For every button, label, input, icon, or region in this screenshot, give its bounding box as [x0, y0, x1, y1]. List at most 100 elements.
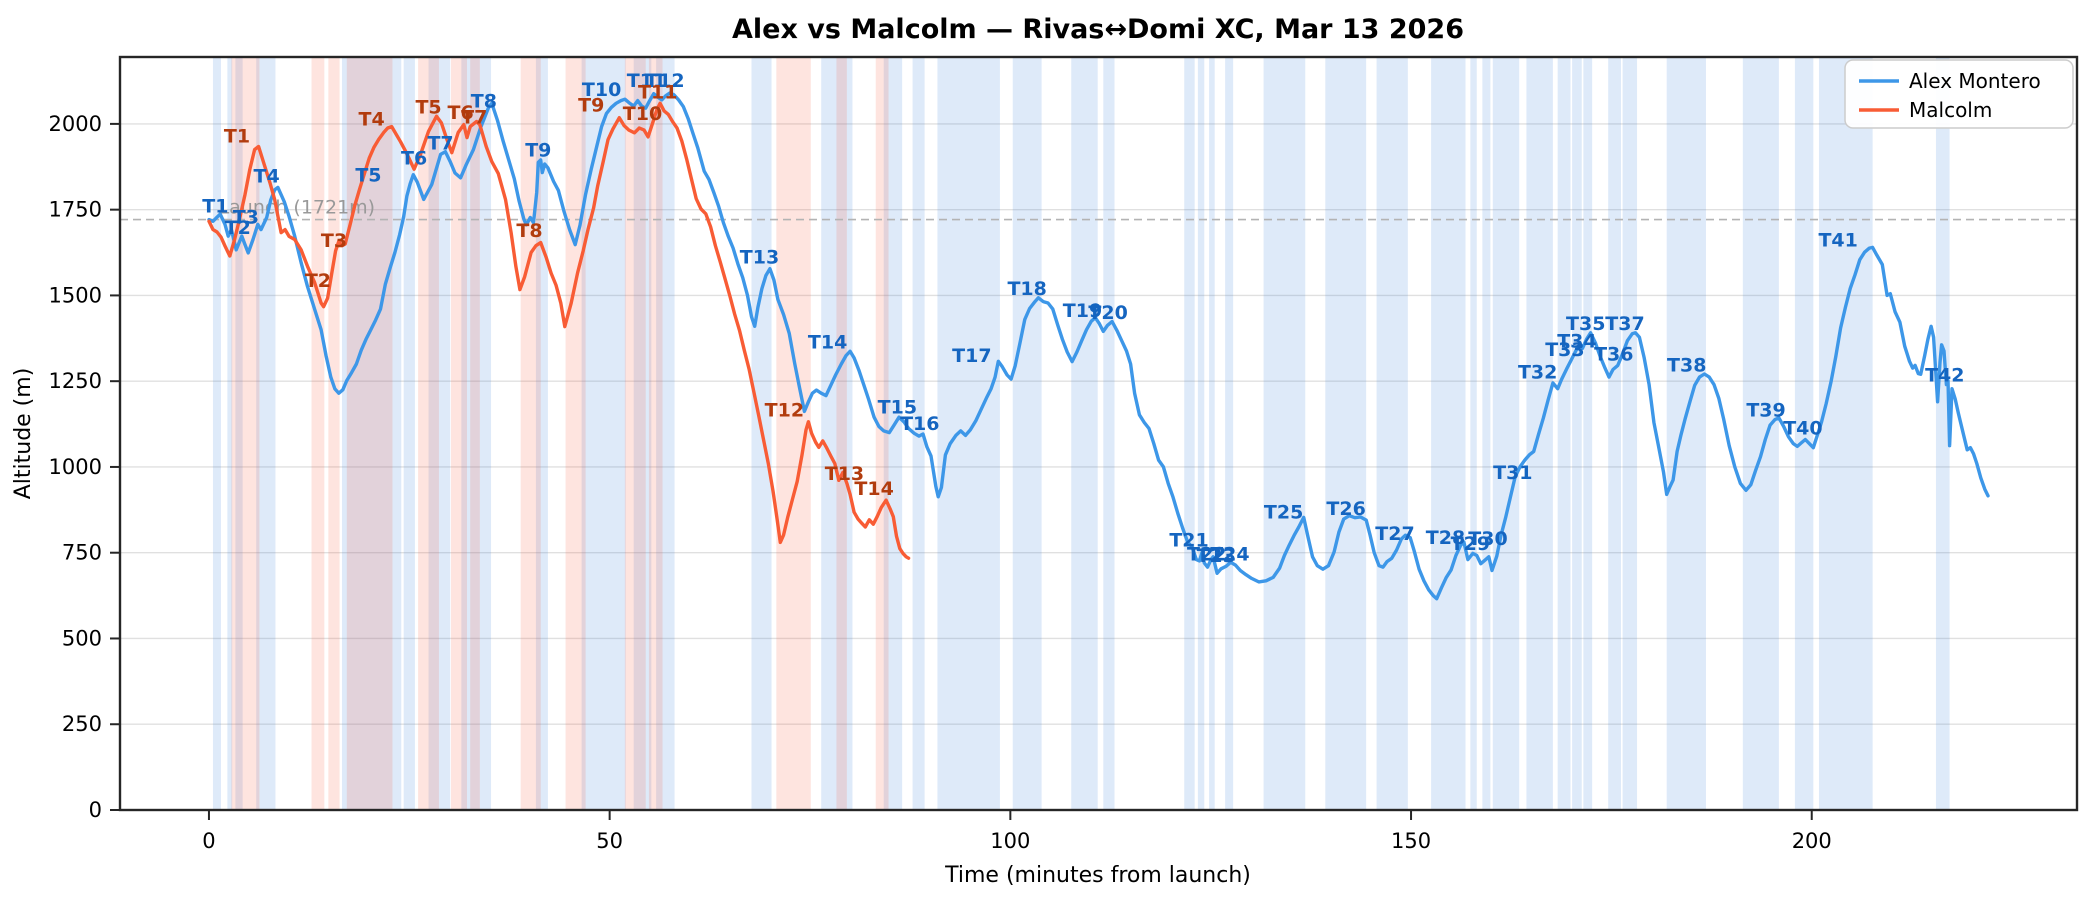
thermal-label-alex-T17: T17 [952, 345, 991, 367]
thermal-label-malcolm-T11: T11 [638, 82, 677, 104]
thermal-band-alex-T37 [1622, 57, 1638, 810]
thermal-label-alex-T23: T23 [1197, 545, 1236, 567]
thermal-band-malcolm-T5 [418, 57, 439, 810]
thermal-label-alex-T1: T1 [202, 196, 228, 218]
thermal-label-alex-T36: T36 [1594, 344, 1633, 366]
thermal-label-alex-T5: T5 [355, 165, 381, 187]
legend-label-alex: Alex Montero [1909, 69, 2041, 93]
thermal-label-malcolm-T3: T3 [321, 230, 347, 252]
thermal-label-alex-T26: T26 [1326, 498, 1365, 520]
thermal-label-malcolm-T10: T10 [623, 103, 662, 125]
legend: Alex Montero Malcolm [1844, 59, 2074, 129]
y-tick-label-500: 500 [62, 626, 102, 650]
thermal-label-alex-T39: T39 [1746, 400, 1785, 422]
thermal-label-malcolm-T2: T2 [305, 270, 331, 292]
thermal-label-malcolm-T4: T4 [359, 108, 385, 130]
thermal-label-alex-T9: T9 [525, 140, 551, 162]
thermal-band-alex-T30 [1482, 57, 1491, 810]
thermal-band-alex-T41 [1818, 57, 1873, 810]
legend-item-alex: Alex Montero [1859, 69, 2041, 93]
thermal-label-alex-T42: T42 [1925, 365, 1964, 387]
thermal-band-alex-T33 [1557, 57, 1571, 810]
thermal-label-alex-T31: T31 [1493, 462, 1532, 484]
thermal-band-alex-T11 [633, 57, 652, 810]
thermal-label-alex-T24: T24 [1210, 543, 1249, 565]
legend-item-malcolm: Malcolm [1859, 98, 1992, 122]
thermal-band-alex-T34 [1572, 57, 1582, 810]
x-tick-label-200: 200 [1792, 829, 1832, 853]
legend-box [1844, 59, 2074, 129]
y-tick-label-1500: 1500 [49, 283, 102, 307]
thermal-band-alex-T7 [428, 57, 451, 810]
thermal-band-alex-T16 [912, 57, 925, 810]
thermal-label-alex-T30: T30 [1468, 528, 1507, 550]
x-axis-label: Time (minutes from launch) [944, 863, 1251, 888]
thermal-band-alex-T39 [1742, 57, 1779, 810]
thermal-band-alex-T21 [1184, 57, 1195, 810]
series-lines-layer [207, 91, 1990, 601]
thermal-band-alex-T28 [1431, 57, 1466, 810]
thermal-label-alex-T21: T21 [1169, 530, 1208, 552]
chart-title: Alex vs Malcolm — Rivas↔Domi XC, Mar 13 … [732, 14, 1464, 45]
thermal-band-alex-T19 [1071, 57, 1098, 810]
thermal-label-alex-T33: T33 [1545, 339, 1584, 361]
thermal-label-malcolm-T14: T14 [854, 478, 893, 500]
thermal-band-alex-T18 [1012, 57, 1042, 810]
x-tick-label-0: 0 [202, 829, 215, 853]
thermal-band-alex-T20 [1103, 57, 1115, 810]
thermal-band-alex-T29 [1470, 57, 1477, 810]
thermal-band-alex-T27 [1376, 57, 1408, 810]
thermal-band-malcolm-T3 [328, 57, 340, 810]
thermal-label-alex-T20: T20 [1088, 302, 1127, 324]
y-tick-label-250: 250 [62, 712, 102, 736]
thermal-band-alex-T5 [341, 57, 402, 810]
thermal-band-malcolm-T14 [875, 57, 889, 810]
thermal-label-alex-T29: T29 [1451, 533, 1490, 555]
x-tick-label-100: 100 [990, 829, 1030, 853]
thermal-label-alex-T25: T25 [1264, 502, 1303, 524]
thermal-band-alex-T8 [461, 57, 492, 810]
legend-label-malcolm: Malcolm [1909, 98, 1992, 122]
thermal-label-alex-T4: T4 [254, 165, 280, 187]
y-tick-label-1750: 1750 [49, 198, 102, 222]
thermal-band-alex-T1 [212, 57, 221, 810]
thermal-label-alex-T3: T3 [233, 207, 259, 229]
thermal-band-alex-T23 [1209, 57, 1215, 810]
thermal-label-malcolm-T8: T8 [516, 220, 542, 242]
y-tick-label-1000: 1000 [49, 455, 102, 479]
y-tick-label-1250: 1250 [49, 369, 102, 393]
thermal-label-alex-T28: T28 [1426, 527, 1465, 549]
thermal-label-alex-T35: T35 [1566, 313, 1605, 335]
thermal-band-alex-T4 [256, 57, 276, 810]
thermal-band-alex-T15 [883, 57, 903, 810]
axes-layer: 0 50 100 150 2000250500750100012501500175020… [49, 55, 2079, 853]
thermal-label-alex-T6: T6 [401, 148, 427, 170]
y-tick-label-750: 750 [62, 541, 102, 565]
thermal-band-malcolm-T4 [346, 57, 393, 810]
thermal-label-alex-T12: T12 [645, 70, 684, 92]
thermal-label-alex-T13: T13 [740, 247, 779, 269]
thermal-label-malcolm-T9: T9 [578, 95, 604, 117]
thermal-label-malcolm-T1: T1 [224, 126, 250, 148]
thermal-band-malcolm-T11 [648, 57, 663, 810]
thermal-band-alex-T24 [1225, 57, 1234, 810]
thermal-band-malcolm-T2 [311, 57, 325, 810]
y-axis-label: Altitude (m) [11, 368, 36, 500]
thermal-band-alex-T14 [821, 57, 853, 810]
thermal-band-alex-T40 [1794, 57, 1814, 810]
launch-altitude-label: Launch (1721m) [219, 197, 376, 219]
x-tick-label-50: 50 [596, 829, 623, 853]
thermal-band-malcolm-T9 [565, 57, 586, 810]
thermal-label-malcolm-T6: T6 [447, 102, 473, 124]
thermal-label-malcolm-T5: T5 [415, 96, 441, 118]
thermal-label-alex-T40: T40 [1783, 417, 1822, 439]
thermal-label-alex-T27: T27 [1375, 523, 1414, 545]
thermal-bands-layer [212, 57, 1950, 810]
thermal-band-alex-T35 [1583, 57, 1593, 810]
thermal-band-malcolm-T6 [450, 57, 468, 810]
thermal-band-alex-T25 [1263, 57, 1306, 810]
thermal-band-alex-T10 [581, 57, 626, 810]
